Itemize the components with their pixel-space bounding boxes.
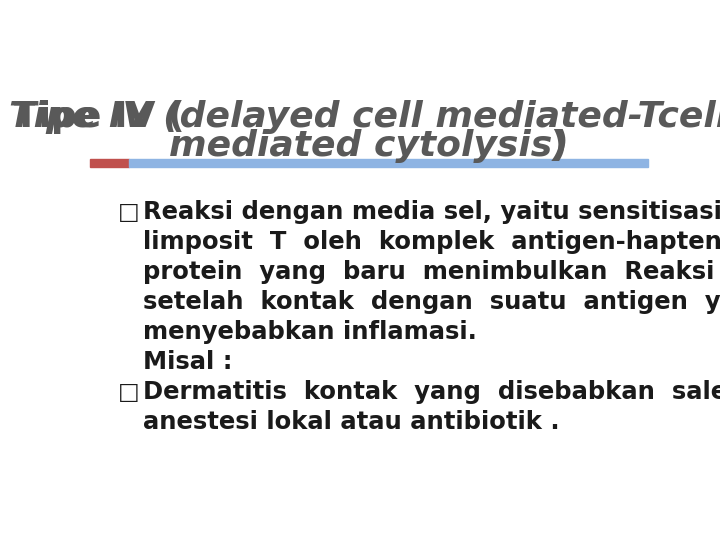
Text: ): ) (550, 129, 567, 163)
Bar (129, 159, 648, 167)
Bar (90, 159, 129, 167)
Text: mediated cytolysis): mediated cytolysis) (169, 129, 569, 163)
Text: setelah  kontak  dengan  suatu  antigen  yang: setelah kontak dengan suatu antigen yang (143, 290, 720, 314)
Text: Reaksi dengan media sel, yaitu sensitisasi: Reaksi dengan media sel, yaitu sensitisa… (143, 200, 720, 225)
Text: limposit  T  oleh  komplek  antigen-hapten-: limposit T oleh komplek antigen-hapten- (143, 231, 720, 254)
Text: □: □ (118, 381, 140, 403)
Text: protein  yang  baru  menimbulkan  Reaksi: protein yang baru menimbulkan Reaksi (143, 260, 714, 284)
Text: Dermatitis  kontak  yang  disebabkan  salep: Dermatitis kontak yang disebabkan salep (143, 380, 720, 404)
Text: menyebabkan inflamasi.: menyebabkan inflamasi. (143, 320, 477, 344)
Text: □: □ (118, 201, 140, 224)
Text: anestesi lokal atau antibiotik .: anestesi lokal atau antibiotik . (143, 410, 559, 434)
Text: Tipe IV (delayed cell mediated-Tcell: Tipe IV (delayed cell mediated-Tcell (9, 100, 720, 134)
Text: Tipe IV (: Tipe IV ( (14, 100, 184, 134)
Text: Misal :: Misal : (143, 350, 233, 374)
